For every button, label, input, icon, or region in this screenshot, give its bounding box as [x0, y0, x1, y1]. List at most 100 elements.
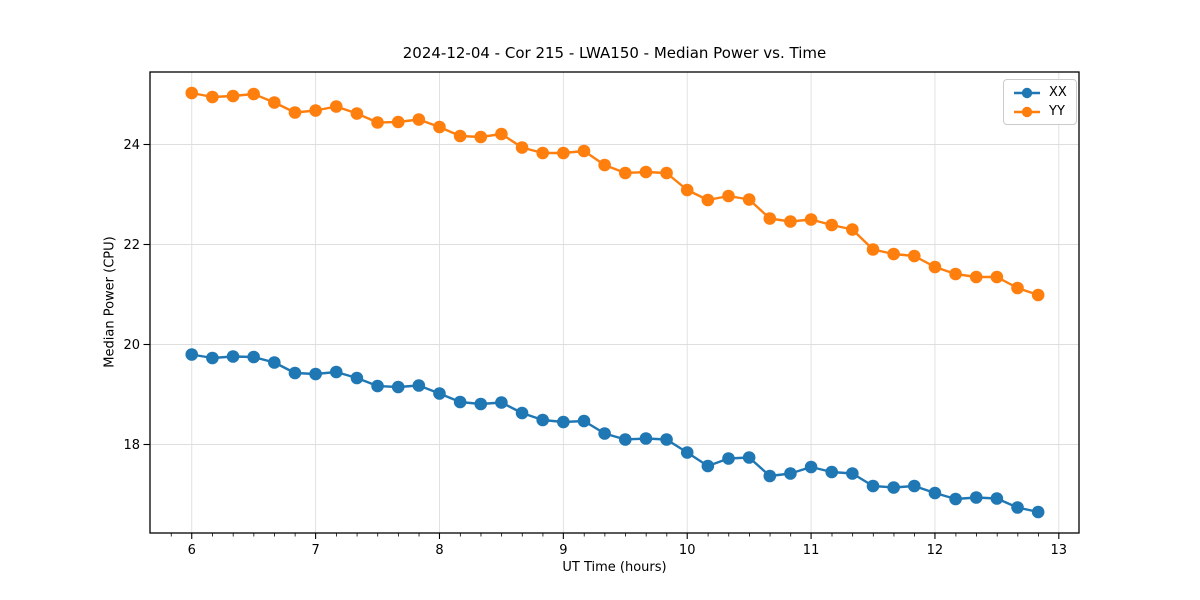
- x-ticks: 6 7 8 9 10 11 12 13: [188, 533, 1067, 558]
- y-tick-label: 22: [123, 238, 140, 253]
- xx-line-marker-icon: [1014, 87, 1040, 98]
- data-point-XX: [680, 446, 694, 459]
- data-point-YY: [577, 144, 591, 158]
- data-point-XX: [1031, 505, 1045, 519]
- data-point-YY: [846, 223, 859, 236]
- data-point-XX: [969, 491, 983, 504]
- data-point-XX: [268, 356, 281, 369]
- data-point-YY: [907, 249, 921, 263]
- x-minor-ticks: [170, 533, 1039, 537]
- data-point-YY: [763, 212, 777, 225]
- data-point-XX: [660, 433, 673, 446]
- data-point-XX: [742, 451, 756, 464]
- data-point-XX: [907, 479, 921, 493]
- data-point-XX: [329, 365, 343, 379]
- x-tick-label: 12: [927, 543, 944, 558]
- data-point-XX: [990, 492, 1004, 505]
- legend-label-xx: XX: [1049, 85, 1067, 100]
- data-point-XX: [825, 465, 839, 479]
- x-tick-label: 10: [679, 543, 696, 558]
- legend: XX YY: [1003, 79, 1077, 125]
- data-point-XX: [804, 460, 818, 474]
- y-tick-label: 20: [123, 338, 140, 353]
- data-point-XX: [763, 469, 777, 483]
- data-point-XX: [928, 486, 942, 500]
- data-point-YY: [742, 193, 756, 206]
- data-point-YY: [701, 193, 715, 207]
- data-point-YY: [474, 130, 488, 144]
- data-point-YY: [288, 106, 302, 119]
- data-point-XX: [866, 479, 880, 493]
- data-point-YY: [949, 267, 962, 281]
- data-point-YY: [722, 189, 735, 203]
- data-point-YY: [680, 183, 694, 197]
- data-point-XX: [722, 452, 735, 465]
- data-point-YY: [391, 115, 405, 129]
- data-point-XX: [846, 467, 859, 480]
- data-point-XX: [288, 366, 302, 380]
- data-point-YY: [887, 247, 900, 261]
- data-point-XX: [474, 397, 488, 411]
- data-point-XX: [598, 427, 611, 440]
- data-point-XX: [391, 380, 405, 394]
- data-point-YY: [350, 107, 364, 120]
- data-point-YY: [495, 127, 508, 141]
- y-tick-label: 24: [123, 138, 140, 153]
- x-tick-label: 13: [1051, 543, 1068, 558]
- data-point-XX: [515, 406, 529, 420]
- x-tick-label: 8: [435, 543, 443, 558]
- x-tick-label: 11: [803, 543, 820, 558]
- data-point-YY: [598, 158, 611, 172]
- y-ticks: 18 20 22 24: [123, 138, 150, 453]
- data-point-XX: [536, 413, 549, 427]
- data-point-YY: [969, 270, 983, 284]
- data-point-YY: [639, 165, 653, 179]
- data-point-YY: [515, 141, 529, 154]
- data-point-YY: [226, 89, 240, 103]
- x-tick-label: 7: [311, 543, 319, 558]
- plot-frame: [149, 71, 1080, 534]
- data-point-XX: [495, 396, 508, 409]
- yy-line-marker-icon: [1014, 106, 1040, 117]
- data-point-YY: [660, 166, 673, 180]
- chart-title: 2024-12-04 - Cor 215 - LWA150 - Median P…: [402, 44, 827, 62]
- data-point-XX: [577, 414, 591, 428]
- legend-item-yy: YY: [1012, 104, 1067, 119]
- legend-item-xx: XX: [1012, 85, 1067, 100]
- data-point-YY: [536, 146, 549, 160]
- data-point-YY: [784, 215, 797, 228]
- data-point-YY: [185, 86, 199, 100]
- data-point-XX: [185, 348, 199, 361]
- data-point-XX: [206, 351, 219, 365]
- data-point-XX: [949, 492, 962, 506]
- y-axis-label: Median Power (CPU): [102, 236, 118, 368]
- data-point-YY: [825, 218, 839, 232]
- x-tick-label: 6: [188, 543, 196, 558]
- data-point-YY: [309, 104, 322, 117]
- x-tick-label: 9: [559, 543, 567, 558]
- data-point-YY: [206, 90, 219, 104]
- data-point-YY: [1031, 288, 1045, 302]
- gridlines: [150, 72, 1079, 533]
- data-point-XX: [784, 467, 797, 480]
- data-point-YY: [1011, 281, 1024, 295]
- data-point-XX: [247, 350, 260, 364]
- legend-label-yy: YY: [1049, 104, 1065, 119]
- data-point-XX: [350, 371, 364, 385]
- data-point-YY: [247, 87, 260, 101]
- data-point-XX: [639, 432, 653, 445]
- data-point-YY: [804, 213, 818, 226]
- data-point-YY: [371, 116, 384, 129]
- data-point-XX: [309, 367, 322, 381]
- data-point-XX: [226, 350, 240, 363]
- series-XX: [185, 348, 1045, 519]
- data-point-YY: [990, 270, 1004, 284]
- data-point-XX: [453, 395, 467, 409]
- data-point-YY: [433, 120, 446, 134]
- data-point-YY: [928, 260, 942, 274]
- data-point-YY: [412, 113, 426, 126]
- data-point-YY: [557, 146, 570, 160]
- data-point-YY: [329, 100, 343, 113]
